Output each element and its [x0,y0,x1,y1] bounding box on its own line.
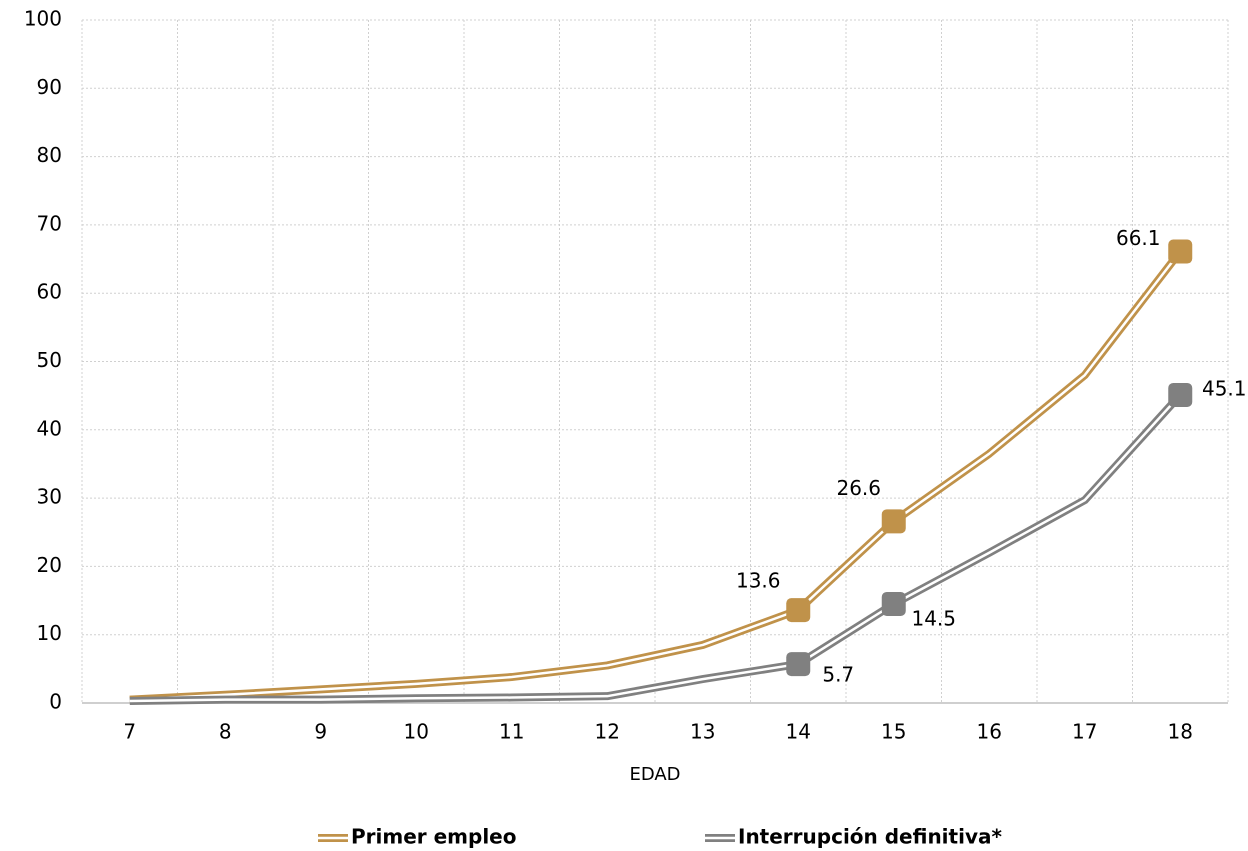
y-tick-label: 80 [37,143,62,167]
point-marker [786,652,811,677]
y-tick-label: 30 [37,485,62,509]
x-tick-label: 11 [499,720,524,744]
point-marker [786,598,811,623]
y-tick-label: 10 [37,621,62,645]
x-tick-label: 16 [977,720,1002,744]
point-marker [1168,239,1193,264]
point-marker [881,591,906,616]
x-tick-label: 14 [786,720,811,744]
point-marker [1168,382,1193,407]
data-label: 26.6 [836,476,881,500]
data-label: 14.5 [911,606,956,630]
y-tick-label: 90 [37,75,62,99]
series-line-inner [129,394,1182,703]
data-label: 45.1 [1202,376,1247,400]
legend-label: Primer empleo [351,825,517,849]
y-tick-label: 60 [37,280,62,304]
x-tick-label: 8 [219,720,232,744]
data-label: 5.7 [822,663,854,687]
x-tick-label: 13 [690,720,715,744]
data-label: 66.1 [1116,226,1161,250]
y-tick-label: 40 [37,416,62,440]
x-tick-label: 7 [123,720,136,744]
x-tick-label: 10 [404,720,429,744]
y-tick-label: 70 [37,211,62,235]
x-tick-label: 9 [314,720,327,744]
x-axis-title: EDAD [629,764,680,785]
y-tick-label: 20 [37,553,62,577]
x-tick-label: 15 [881,720,906,744]
x-tick-label: 18 [1168,720,1193,744]
data-label: 13.6 [736,569,781,593]
y-tick-label: 100 [24,7,62,31]
series-line-inner [129,250,1182,701]
x-tick-label: 12 [595,720,620,744]
y-tick-label: 50 [37,348,62,372]
x-tick-label: 17 [1072,720,1097,744]
point-marker [881,509,906,534]
y-tick-label: 0 [49,690,62,714]
legend-label: Interrupción definitiva* [738,825,1002,849]
